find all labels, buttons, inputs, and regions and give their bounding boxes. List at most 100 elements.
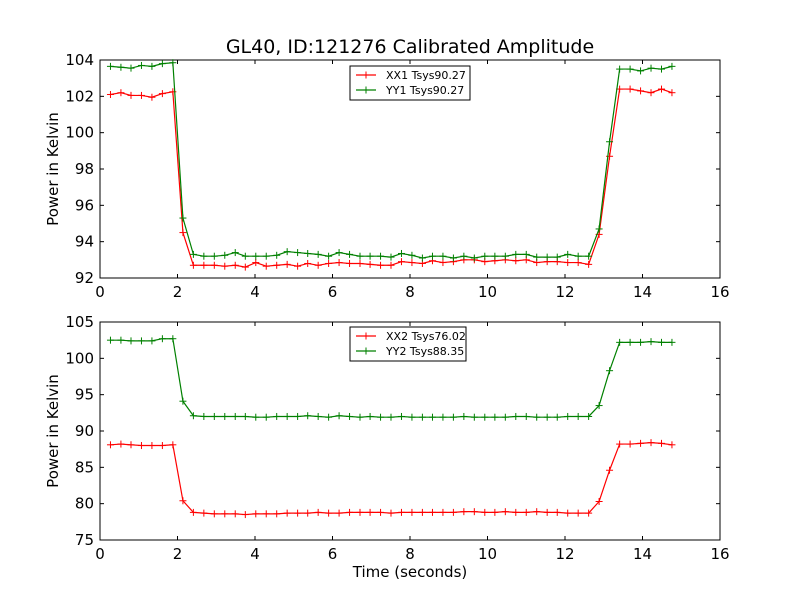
y-axis-label: Power in Kelvin — [44, 112, 62, 226]
data-point — [408, 259, 416, 267]
data-point — [158, 442, 166, 450]
data-point — [179, 214, 187, 222]
y-tick-label: 80 — [75, 495, 94, 513]
x-tick-label: 10 — [478, 283, 497, 301]
data-point — [283, 412, 291, 420]
legend-label: XX1 Tsys90.27 — [386, 69, 466, 82]
data-point — [262, 252, 270, 260]
data-point — [356, 252, 364, 260]
data-point — [356, 259, 364, 267]
y-tick-label: 98 — [75, 160, 94, 178]
data-point — [377, 413, 385, 421]
data-point — [314, 508, 322, 516]
data-point — [148, 62, 156, 70]
data-point — [522, 250, 530, 258]
legend-entry: XX2 Tsys76.02 — [356, 330, 466, 343]
data-point — [273, 412, 281, 420]
data-point — [626, 338, 634, 346]
legend-label: YY1 Tsys90.27 — [385, 84, 464, 97]
data-point — [377, 508, 385, 516]
data-point — [200, 252, 208, 260]
data-point — [158, 90, 166, 98]
data-point — [564, 412, 572, 420]
y-tick-label: 105 — [65, 313, 94, 331]
legend-entry: YY2 Tsys88.35 — [356, 345, 464, 358]
legend: XX2 Tsys76.02 YY2 Tsys88.35 — [349, 326, 467, 362]
data-point — [127, 91, 135, 99]
data-point — [179, 397, 187, 405]
data-point — [241, 252, 249, 260]
data-point — [137, 91, 145, 99]
data-point — [481, 252, 489, 260]
data-point — [647, 439, 655, 447]
y-tick-label: 104 — [65, 51, 94, 69]
data-point — [356, 413, 364, 421]
data-point — [377, 252, 385, 260]
data-point — [637, 338, 645, 346]
x-tick-label: 8 — [405, 283, 415, 301]
data-point — [335, 259, 343, 267]
data-point — [595, 225, 603, 233]
y-axis-label: Power in Kelvin — [44, 374, 62, 488]
data-point — [294, 262, 302, 270]
data-point — [231, 510, 239, 518]
data-point — [189, 261, 197, 269]
data-point — [512, 508, 520, 516]
x-axis-label: Time (seconds) — [352, 563, 468, 581]
data-point — [325, 509, 333, 517]
data-point — [418, 413, 426, 421]
data-point — [512, 412, 520, 420]
data-point — [637, 439, 645, 447]
data-point — [637, 87, 645, 95]
data-point — [449, 508, 457, 516]
data-point — [169, 441, 177, 449]
data-point — [366, 252, 374, 260]
data-point — [668, 62, 676, 70]
legend-label: YY2 Tsys88.35 — [385, 345, 464, 358]
data-point — [314, 261, 322, 269]
data-point — [106, 91, 114, 99]
data-point — [564, 259, 572, 267]
data-point — [533, 508, 541, 516]
data-point — [169, 335, 177, 343]
data-point — [148, 337, 156, 345]
data-point — [397, 412, 405, 420]
data-point — [553, 508, 561, 516]
data-point — [158, 335, 166, 343]
data-point — [606, 466, 614, 474]
data-point — [252, 252, 260, 260]
data-point — [117, 440, 125, 448]
data-point — [366, 412, 374, 420]
legend: XX1 Tsys90.27 YY1 Tsys90.27 — [349, 65, 471, 101]
y-tick-label: 85 — [75, 458, 94, 476]
legend-entry: YY1 Tsys90.27 — [356, 84, 464, 97]
data-point — [418, 254, 426, 262]
data-point — [647, 89, 655, 97]
data-point — [616, 440, 624, 448]
data-point — [418, 508, 426, 516]
data-point — [221, 510, 229, 518]
data-point — [397, 508, 405, 516]
legend-box — [349, 65, 471, 101]
data-point — [221, 412, 229, 420]
data-point — [179, 497, 187, 505]
bottom-plot-panel: 0 2 4 6 8 10 12 14 16 75 80 85 90 95 100 105 Power in Ke… — [44, 313, 730, 581]
data-point — [189, 250, 197, 258]
data-point — [626, 440, 634, 448]
data-point — [564, 250, 572, 258]
data-point — [283, 260, 291, 268]
data-point — [366, 508, 374, 516]
data-point — [585, 252, 593, 260]
y-tick-label: 100 — [65, 349, 94, 367]
data-point — [117, 336, 125, 344]
data-point — [252, 413, 260, 421]
figure-title: GL40, ID:121276 Calibrated Amplitude — [226, 36, 594, 58]
data-point — [553, 413, 561, 421]
data-point — [606, 138, 614, 146]
data-point — [137, 337, 145, 345]
data-point — [189, 508, 197, 516]
x-tick-label: 6 — [328, 283, 338, 301]
data-point — [231, 412, 239, 420]
data-point — [387, 413, 395, 421]
